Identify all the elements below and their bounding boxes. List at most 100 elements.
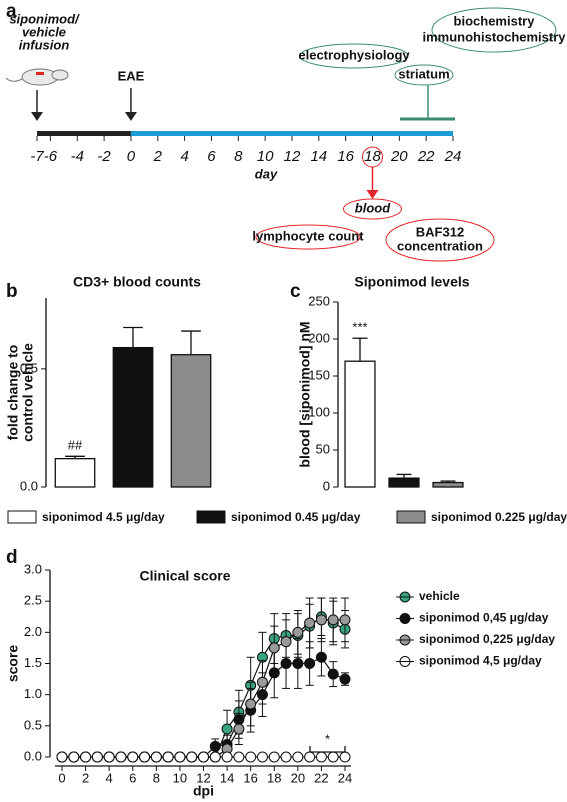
- marker: [150, 751, 162, 763]
- tick-label: 20: [390, 148, 408, 165]
- bar: [432, 481, 464, 488]
- tick-label: 8: [234, 148, 243, 165]
- striatum-left: electrophysiology: [298, 47, 410, 62]
- x-tick-label: 20: [291, 770, 305, 785]
- legend-label: siponimod 0,225 μg/day: [419, 632, 555, 646]
- series: [56, 638, 351, 763]
- phase-bar: [130, 131, 453, 136]
- x-tick-label: 12: [196, 770, 210, 785]
- marker: [268, 751, 280, 763]
- marker: [198, 751, 209, 763]
- y-axis-label: fold change to: [5, 345, 21, 441]
- bar: [344, 360, 376, 488]
- marker: [339, 673, 351, 685]
- marker: [304, 751, 316, 763]
- marker: [339, 751, 351, 763]
- bar: [170, 354, 212, 488]
- striatum-right: biochemistry: [454, 13, 536, 28]
- legend-swatch: [7, 510, 37, 524]
- significance: ***: [352, 320, 367, 335]
- legend-label: siponimod 0.225 μg/day: [431, 510, 567, 524]
- x-tick-label: 16: [243, 770, 257, 785]
- tick-label: -4: [71, 148, 84, 165]
- marker: [256, 676, 268, 688]
- tick-label: 0: [127, 148, 136, 165]
- marker: [292, 751, 304, 763]
- marker: [315, 651, 327, 663]
- marker: [209, 751, 221, 763]
- legend-label: siponimod 4,5 μg/day: [419, 654, 542, 668]
- marker: [68, 751, 80, 763]
- y-tick-label: 0.0: [24, 748, 42, 763]
- blood-left: lymphocyte count: [252, 228, 364, 243]
- infusion-label: vehicle: [22, 24, 66, 39]
- tick-label: 16: [337, 148, 354, 165]
- y-tick-label: 1.5: [24, 655, 42, 670]
- x-axis-label: dpi: [193, 783, 214, 799]
- series-line: [62, 656, 346, 758]
- series-line: [62, 619, 345, 758]
- marker: [268, 642, 280, 654]
- marker: [80, 751, 92, 763]
- blood-right: BAF312: [416, 224, 464, 239]
- eae-label: EAE: [118, 68, 145, 83]
- marker: [209, 740, 221, 752]
- tick-label: 18: [364, 148, 381, 165]
- blood-arrow-head: [366, 190, 379, 199]
- bubble: [385, 218, 495, 262]
- bubble: [299, 43, 409, 69]
- y-tick-label: 0: [323, 478, 330, 493]
- chart-title: Clinical score: [139, 568, 230, 584]
- x-tick-label: 4: [106, 770, 113, 785]
- y-tick-label: 50: [316, 441, 330, 456]
- marker: [280, 636, 292, 648]
- y-axis-label: score: [5, 645, 21, 683]
- x-tick-label: 24: [338, 770, 352, 785]
- tick-label: 24: [444, 148, 462, 165]
- significance: ##: [68, 438, 83, 453]
- y-tick-label: 150: [308, 367, 330, 382]
- x-tick-label: 10: [173, 770, 187, 785]
- blood-label: blood: [355, 200, 391, 215]
- panel-label: a: [6, 1, 17, 22]
- legend-label: siponimod 0.45 μg/day: [231, 510, 361, 524]
- infusion-arrow-head: [31, 112, 43, 121]
- tick-label: 4: [180, 148, 188, 165]
- x-tick-label: 8: [153, 770, 160, 785]
- striatum-label: striatum: [398, 66, 449, 81]
- marker: [221, 723, 233, 735]
- marker: [115, 751, 127, 763]
- y-tick-label: 0.5: [20, 360, 38, 375]
- y-tick-label: 2.0: [24, 624, 42, 639]
- bar: [54, 457, 96, 488]
- bar: [112, 346, 154, 488]
- chart-title: Siponimod levels: [354, 274, 469, 290]
- marker: [292, 658, 304, 669]
- tick-label: 22: [417, 148, 435, 165]
- mouse-icon: [5, 68, 69, 86]
- y-tick-label: 250: [308, 293, 330, 308]
- marker: [304, 658, 316, 669]
- tick-label: 14: [310, 148, 327, 165]
- tick-label: -7: [30, 148, 44, 165]
- infusion-label: siponimod/: [9, 11, 80, 26]
- tick-label: 12: [284, 148, 301, 165]
- marker: [186, 751, 198, 763]
- y-tick-label: 3.0: [24, 561, 42, 576]
- legend-swatch: [196, 510, 226, 524]
- marker: [233, 751, 245, 763]
- bubble: [394, 64, 454, 86]
- marker: [233, 723, 245, 735]
- significance: *: [325, 731, 330, 746]
- marker: [280, 751, 292, 763]
- bar: [388, 477, 420, 488]
- marker: [56, 751, 68, 763]
- y-tick-label: 100: [308, 404, 330, 419]
- phase-bar: [37, 131, 131, 136]
- marker: [327, 668, 339, 680]
- marker: [103, 751, 115, 763]
- bubble: [431, 7, 557, 53]
- y-tick-label: 1.0: [24, 686, 42, 701]
- marker: [327, 751, 339, 763]
